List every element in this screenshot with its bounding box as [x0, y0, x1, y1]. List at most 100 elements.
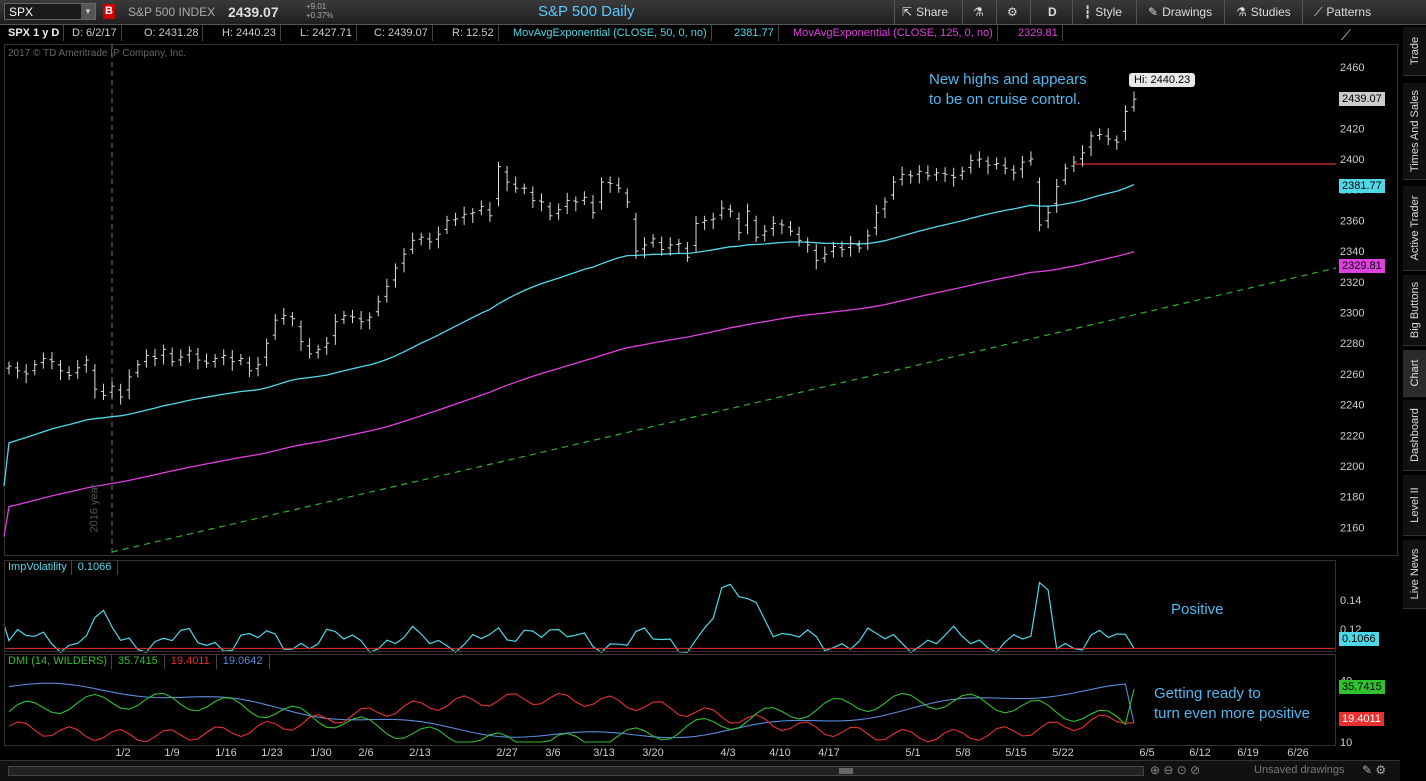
iv-badge: 0.1066 [1339, 632, 1379, 646]
date-tick-label: 1/23 [261, 747, 282, 759]
scroll-thumb[interactable] [839, 768, 853, 774]
divider [996, 0, 997, 24]
annotation-main: New highs and appears to be on cruise co… [929, 70, 1087, 110]
iv-panel[interactable] [4, 560, 1336, 652]
date-tick-label: 4/10 [769, 747, 790, 759]
divider [1030, 0, 1031, 24]
price-tick-label: 2320 [1340, 277, 1364, 289]
studies-label: Studies [1250, 5, 1291, 19]
side-tab-level-ii[interactable]: Level II [1403, 475, 1426, 536]
date-tick-label: 5/15 [1005, 747, 1026, 759]
divider [962, 0, 963, 24]
bar-low: L: 2427.71 [296, 25, 357, 41]
share-button[interactable]: ⇱ Share [902, 4, 948, 20]
drawings-label: Drawings [1162, 5, 1213, 19]
date-tick-label: 1/30 [310, 747, 331, 759]
price-chart[interactable]: 2160 2180 2200 2220 2240 2260 2280 2300 2320 2340… [0, 0, 1400, 760]
date-tick-label: 1/2 [115, 747, 130, 759]
symbol-text: SPX [9, 5, 34, 19]
divider [1072, 0, 1073, 24]
date-tick-label: 5/1 [905, 747, 920, 759]
ema50-line [3, 183, 1135, 487]
bar-date: D: 6/2/17 [68, 25, 122, 41]
year-label: 2016 year [88, 483, 101, 533]
dmi-plus-value: 35.7415 [112, 654, 165, 669]
flask-icon: ⚗ [1236, 5, 1247, 19]
ema125-label[interactable]: MovAvgExponential (CLOSE, 125, 0, no) [789, 25, 998, 41]
price-tick-label: 2240 [1340, 400, 1364, 412]
drawings-button[interactable]: ✎ Drawings [1148, 4, 1212, 20]
iv-label[interactable]: ImpVolatility [4, 560, 72, 575]
dmi-panel[interactable] [4, 654, 1336, 746]
change-abs: +9.01 [306, 2, 327, 11]
annotation-line: New highs and appears [929, 71, 1087, 88]
price-tick-label: 2180 [1340, 492, 1364, 504]
price-panel[interactable] [4, 44, 1398, 556]
date-axis: 1/2 1/9 1/16 1/23 1/30 2/6 2/13 2/27 3/6 3/13 3/20… [115, 747, 1308, 759]
chevron-down-icon[interactable]: ▼ [81, 4, 95, 19]
price-tick-label: 2280 [1340, 338, 1364, 350]
annotation-line: turn even more positive [1154, 705, 1310, 722]
minus-di-line [8, 692, 1135, 743]
price-change: +9.01 +0.37% [306, 2, 333, 20]
hi-label: Hi: 2440.23 [1129, 73, 1196, 87]
side-tab-chart[interactable]: Chart [1403, 350, 1426, 397]
divider [1302, 0, 1303, 24]
iv-tick-label: 0.14 [1340, 595, 1361, 607]
flask-button[interactable]: ⚗ [973, 4, 988, 20]
dmi-header: DMI (14, WILDERS) 35.7415 19.4011 19.0642 [4, 654, 270, 669]
studies-button[interactable]: ⚗ Studies [1236, 4, 1291, 20]
crosshair-icon[interactable]: ⟋ [1341, 27, 1351, 43]
bar-close: C: 2439.07 [370, 25, 433, 41]
patterns-label: Patterns [1326, 5, 1372, 19]
style-label: Style [1095, 5, 1122, 19]
date-tick-label: 6/5 [1139, 747, 1154, 759]
price-tick-label: 2360 [1340, 215, 1364, 227]
plus-di-line [8, 689, 1135, 743]
symbol-badge: B [103, 4, 115, 19]
ema125-line [3, 251, 1135, 537]
iv-line [3, 581, 1135, 653]
share-label: Share [916, 5, 949, 19]
pencil-icon: ✎ [1148, 5, 1159, 19]
price-tick-label: 2340 [1340, 246, 1364, 258]
scrollbar[interactable] [8, 766, 1144, 776]
date-tick-label: 4/3 [720, 747, 735, 759]
price-axis: 2160 2180 2200 2220 2240 2260 2280 2300 2320 2340… [1340, 62, 1364, 535]
price-tick-label: 2400 [1340, 154, 1364, 166]
price-tick-label: 2260 [1340, 369, 1364, 381]
dmi-plus-badge: 35.7415 [1339, 680, 1385, 694]
magnet-icon[interactable]: ✎ ⚙ [1362, 763, 1387, 777]
date-tick-label: 5/8 [955, 747, 970, 759]
symbol-input[interactable]: SPX ▼ [4, 3, 96, 20]
date-tick-label: 3/13 [593, 747, 614, 759]
zoom-icon[interactable]: ⊕ ⊖ ⊙ ⊘ [1150, 763, 1201, 777]
date-tick-label: 5/22 [1052, 747, 1073, 759]
period-button[interactable]: D [1048, 5, 1057, 19]
dmi-minus-value: 19.4011 [165, 654, 217, 669]
bottom-bar: ⊕ ⊖ ⊙ ⊘ Unsaved drawings ✎ ⚙ [0, 760, 1400, 781]
ema125-badge: 2329.81 [1339, 259, 1385, 273]
dmi-series [8, 682, 1135, 743]
index-name: S&P 500 INDEX [128, 5, 216, 19]
iv-series [3, 581, 1336, 653]
price-tick-label: 2420 [1340, 123, 1364, 135]
price-tick-label: 2300 [1340, 308, 1364, 320]
divider [1224, 0, 1225, 24]
side-tab-big-buttons[interactable]: Big Buttons [1403, 275, 1426, 346]
ema50-label[interactable]: MovAvgExponential (CLOSE, 50, 0, no) [509, 25, 712, 41]
style-button[interactable]: ┇ Style [1084, 4, 1122, 20]
side-tab-active-trader[interactable]: Active Trader [1403, 186, 1426, 271]
unsaved-drawings[interactable]: Unsaved drawings [1254, 764, 1345, 776]
gear-icon: ⚙ [1007, 5, 1018, 19]
side-tab-times-and-sales[interactable]: Times And Sales [1403, 83, 1426, 180]
side-tab-trade[interactable]: Trade [1403, 27, 1426, 76]
patterns-button[interactable]: ⟋ Patterns [1314, 4, 1371, 20]
ohlc-bars [6, 91, 1137, 405]
dmi-label[interactable]: DMI (14, WILDERS) [4, 654, 113, 669]
side-tab-dashboard[interactable]: Dashboard [1403, 400, 1426, 471]
side-tab-live-news[interactable]: Live News [1403, 540, 1426, 609]
settings-button[interactable]: ⚙ [1007, 4, 1022, 20]
ema125-value: 2329.81 [1014, 25, 1063, 41]
chart-title: S&P 500 Daily [538, 3, 635, 20]
